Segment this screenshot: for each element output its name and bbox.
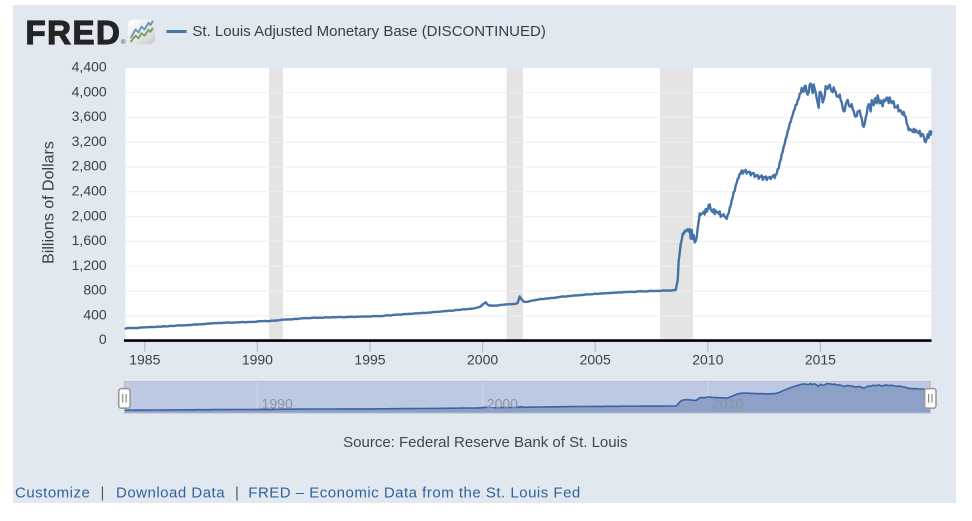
svg-text:2015: 2015 xyxy=(805,352,836,368)
svg-text:1990: 1990 xyxy=(262,396,293,412)
svg-text:Source: Federal Reserve Bank o: Source: Federal Reserve Bank of St. Loui… xyxy=(343,434,627,451)
svg-text:Billions of Dollars: Billions of Dollars xyxy=(41,141,58,264)
svg-text:400: 400 xyxy=(83,306,107,322)
svg-text:2000: 2000 xyxy=(487,396,518,412)
svg-text:2010: 2010 xyxy=(712,396,743,412)
svg-text:®: ® xyxy=(121,38,126,46)
svg-text:2,400: 2,400 xyxy=(72,183,107,199)
svg-text:FRED: FRED xyxy=(26,14,122,51)
svg-text:1,600: 1,600 xyxy=(72,232,107,248)
svg-text:800: 800 xyxy=(83,282,107,298)
svg-text:2,800: 2,800 xyxy=(72,158,107,174)
svg-text:|: | xyxy=(235,484,239,501)
svg-text:0: 0 xyxy=(99,331,107,347)
svg-text:2005: 2005 xyxy=(580,352,611,368)
svg-text:St. Louis Adjusted Monetary Ba: St. Louis Adjusted Monetary Base (DISCON… xyxy=(192,23,545,40)
svg-text:3,200: 3,200 xyxy=(72,133,107,149)
svg-text:2000: 2000 xyxy=(467,352,498,368)
svg-text:4,400: 4,400 xyxy=(72,59,107,75)
svg-text:FRED – Economic Data from the: FRED – Economic Data from the St. Louis … xyxy=(248,484,580,501)
svg-text:3,600: 3,600 xyxy=(72,108,107,124)
svg-text:2010: 2010 xyxy=(692,352,723,368)
svg-text:Customize: Customize xyxy=(15,484,90,501)
svg-text:2,000: 2,000 xyxy=(72,207,107,223)
svg-text:1990: 1990 xyxy=(242,352,273,368)
svg-text:4,000: 4,000 xyxy=(72,83,107,99)
svg-text:1985: 1985 xyxy=(129,352,160,368)
svg-text:1,200: 1,200 xyxy=(72,257,107,273)
svg-text:1995: 1995 xyxy=(354,352,385,368)
svg-text:Download Data: Download Data xyxy=(116,484,225,501)
svg-text:|: | xyxy=(101,484,105,501)
